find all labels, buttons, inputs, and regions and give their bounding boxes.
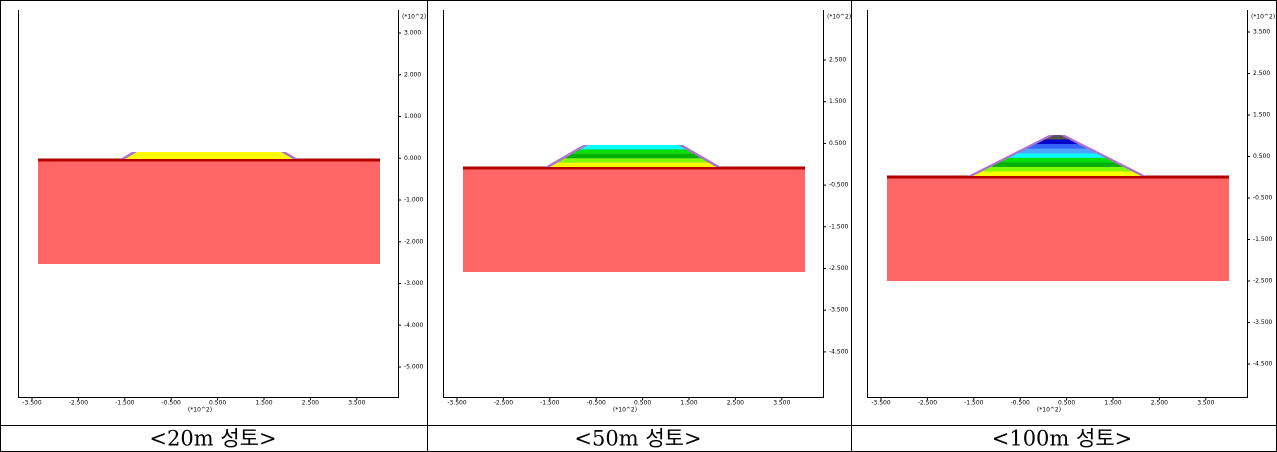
caption: <100m 성토> xyxy=(992,427,1133,451)
y-scale-label: (*10^2) xyxy=(1251,14,1275,21)
x-tick-label: 0.500 xyxy=(1058,400,1075,407)
y-tick-label: 3.500 xyxy=(1253,29,1270,36)
embankment-layer xyxy=(565,153,701,159)
y-tick-label: 2.500 xyxy=(829,57,846,64)
y-tick-label: 3.000 xyxy=(404,30,421,37)
embankment-layer xyxy=(982,166,1132,172)
y-tick-label: 1.000 xyxy=(404,113,421,120)
panel: 2.500 1.500 0.500 -0.500 -1.500 -2.500 -3.500 -… xyxy=(443,10,851,451)
embankment-layer xyxy=(580,145,686,150)
x-tick-label: -3.500 xyxy=(871,400,891,407)
x-tick-label: -2.500 xyxy=(494,400,514,407)
caption: <50m 성토> xyxy=(574,427,701,451)
embankment-layer xyxy=(1018,148,1096,154)
y-tick-label: -5.000 xyxy=(404,364,424,371)
foundation xyxy=(887,177,1229,281)
y-tick-label: 0.500 xyxy=(829,140,846,147)
embankment-layer xyxy=(1009,153,1105,158)
x-scale-label: (*10^2) xyxy=(613,407,637,414)
y-tick-label: -2.500 xyxy=(829,265,849,272)
x-tick-label: 0.500 xyxy=(209,400,226,407)
embankment-layer xyxy=(1027,144,1087,149)
embankment-layer xyxy=(1000,157,1114,163)
y-scale-label: (*10^2) xyxy=(827,14,851,21)
y-tick-label: 0.000 xyxy=(404,155,421,162)
embankment-layer xyxy=(572,149,694,154)
y-tick-label: 2.000 xyxy=(404,71,421,78)
embankment-layer xyxy=(125,152,293,159)
y-tick-label: -1.000 xyxy=(404,197,424,204)
y-tick-label: -0.500 xyxy=(1253,195,1273,202)
embankment-layer xyxy=(550,162,716,167)
caption: <20m 성토> xyxy=(149,427,276,451)
panel: 3.500 2.500 1.500 0.500 -0.500 -1.500 -2.500 -3… xyxy=(867,10,1275,451)
embankment-layer xyxy=(973,171,1141,176)
foundation xyxy=(38,160,380,264)
x-tick-label: 1.500 xyxy=(255,400,272,407)
foundation xyxy=(463,168,805,272)
y-tick-label: -0.500 xyxy=(829,182,849,189)
y-tick-label: 0.500 xyxy=(1253,153,1270,160)
x-tick-label: -3.500 xyxy=(22,400,42,407)
y-tick-label: 2.500 xyxy=(1253,70,1270,77)
y-tick-label: -4.000 xyxy=(404,322,424,329)
embankment-layer xyxy=(991,162,1123,167)
y-tick-label: -2.000 xyxy=(404,238,424,245)
x-tick-label: -1.500 xyxy=(964,400,984,407)
embankment-layer xyxy=(557,158,709,163)
x-tick-label: 2.500 xyxy=(1151,400,1168,407)
x-tick-label: 3.500 xyxy=(348,400,365,407)
x-tick-label: -0.500 xyxy=(1011,400,1031,407)
x-tick-label: -3.500 xyxy=(447,400,467,407)
y-tick-label: -3.000 xyxy=(404,280,424,287)
x-tick-label: -2.500 xyxy=(69,400,89,407)
x-scale-label: (*10^2) xyxy=(1037,407,1061,414)
x-tick-label: -1.500 xyxy=(540,400,560,407)
x-tick-label: -2.500 xyxy=(918,400,938,407)
y-tick-label: -2.500 xyxy=(1253,278,1273,285)
y-tick-label: -3.500 xyxy=(1253,319,1273,326)
panel: 3.000 2.000 1.000 0.000 -1.000 -2.000 -3.000 -4… xyxy=(18,10,426,451)
x-tick-label: 2.500 xyxy=(727,400,744,407)
y-tick-label: -1.500 xyxy=(829,223,849,230)
y-tick-label: -4.500 xyxy=(1253,361,1273,368)
x-tick-label: 1.500 xyxy=(680,400,697,407)
y-tick-label: -4.500 xyxy=(829,348,849,355)
x-scale-label: (*10^2) xyxy=(188,407,212,414)
x-tick-label: -0.500 xyxy=(162,400,182,407)
x-tick-label: 3.500 xyxy=(773,400,790,407)
y-scale-label: (*10^2) xyxy=(402,14,426,21)
x-tick-label: -1.500 xyxy=(115,400,135,407)
y-tick-label: 1.500 xyxy=(1253,112,1270,119)
embankment-layer xyxy=(1036,139,1078,145)
y-tick-label: -3.500 xyxy=(829,307,849,314)
x-tick-label: 2.500 xyxy=(302,400,319,407)
y-tick-label: -1.500 xyxy=(1253,236,1273,243)
x-tick-label: 1.500 xyxy=(1104,400,1121,407)
x-tick-label: 3.500 xyxy=(1197,400,1214,407)
x-tick-label: -0.500 xyxy=(587,400,607,407)
y-tick-label: 1.500 xyxy=(829,98,846,105)
embankment-layer xyxy=(1045,135,1069,140)
x-tick-label: 0.500 xyxy=(634,400,651,407)
